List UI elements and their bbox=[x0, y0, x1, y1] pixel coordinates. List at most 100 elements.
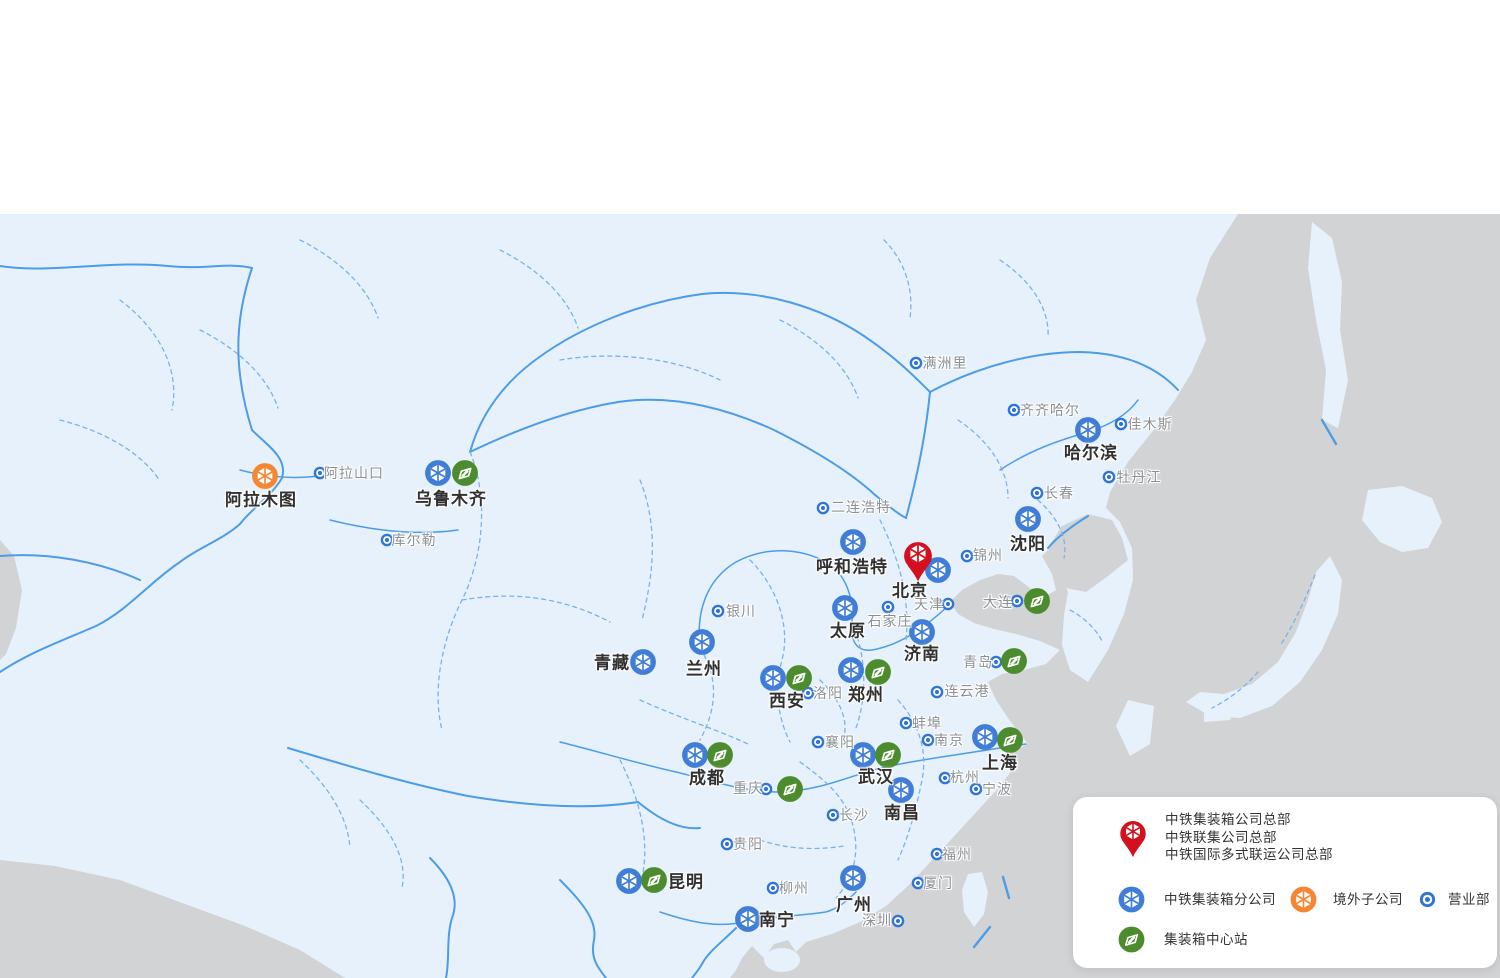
branch-marker bbox=[1075, 417, 1102, 444]
caspian-sea bbox=[0, 540, 22, 660]
branch-company-icon bbox=[1118, 886, 1145, 913]
legend-hq-lines: 中铁集装箱公司总部 中铁联集公司总部 中铁国际多式联运公司总部 bbox=[1165, 813, 1333, 862]
branch-marker bbox=[1015, 506, 1042, 533]
office-marker bbox=[1007, 403, 1021, 417]
city-label: 阿拉木图 bbox=[225, 490, 297, 510]
office-marker bbox=[816, 501, 830, 515]
branch-marker bbox=[840, 865, 867, 892]
city-label: 连云港 bbox=[944, 683, 990, 699]
city-label: 长沙 bbox=[839, 807, 869, 823]
legend-card: 中铁集装箱公司总部 中铁联集公司总部 中铁国际多式联运公司总部 中铁集装箱分公司… bbox=[1073, 797, 1497, 968]
office-marker bbox=[930, 685, 944, 699]
office-marker bbox=[711, 604, 725, 618]
city-label: 青藏 bbox=[594, 653, 630, 673]
city-label: 广州 bbox=[836, 895, 872, 915]
city-label: 南京 bbox=[934, 732, 964, 748]
legend-office-label: 营业部 bbox=[1448, 891, 1490, 907]
page-top-whitespace bbox=[0, 0, 1500, 214]
branch-marker bbox=[972, 724, 999, 751]
office-marker bbox=[930, 847, 944, 861]
city-label: 乌鲁木齐 bbox=[415, 489, 487, 509]
city-label: 南昌 bbox=[884, 803, 920, 823]
city-label: 兰州 bbox=[686, 659, 722, 679]
station-marker bbox=[997, 727, 1024, 754]
office-marker bbox=[801, 686, 815, 700]
city-label: 哈尔滨 bbox=[1064, 443, 1118, 463]
city-label: 太原 bbox=[830, 621, 866, 641]
city-label: 南宁 bbox=[759, 910, 795, 930]
branch-marker bbox=[850, 742, 877, 769]
station-marker bbox=[777, 776, 804, 803]
station-marker bbox=[1001, 648, 1028, 675]
office-marker bbox=[941, 597, 955, 611]
branch-marker bbox=[425, 460, 452, 487]
office-marker bbox=[989, 655, 1003, 669]
station-marker bbox=[786, 665, 813, 692]
branch-marker bbox=[735, 906, 762, 933]
island-taiwan bbox=[962, 872, 988, 927]
office-marker bbox=[1030, 486, 1044, 500]
city-label: 沈阳 bbox=[1010, 534, 1046, 554]
city-label: 天津 bbox=[914, 596, 944, 612]
city-label: 青岛 bbox=[963, 654, 993, 670]
city-label: 柳州 bbox=[779, 880, 809, 896]
office-marker bbox=[938, 771, 952, 785]
city-label: 西安 bbox=[769, 691, 805, 711]
office-marker bbox=[759, 782, 773, 796]
city-label: 牡丹江 bbox=[1116, 469, 1162, 485]
island-sakhalin bbox=[1308, 222, 1348, 428]
hq-marker bbox=[902, 537, 935, 584]
office-marker bbox=[720, 837, 734, 851]
office-marker bbox=[811, 735, 825, 749]
city-label: 蚌埠 bbox=[912, 715, 942, 731]
station-marker bbox=[865, 659, 892, 686]
legend-station-row: 集装箱中心站 bbox=[1118, 926, 1248, 953]
branch-marker bbox=[840, 529, 867, 556]
east-sea bbox=[730, 214, 1500, 978]
city-label: 上海 bbox=[982, 753, 1018, 773]
branch-marker bbox=[689, 629, 716, 656]
island-hainan bbox=[764, 948, 800, 972]
legend-hq-line-3: 中铁国际多式联运公司总部 bbox=[1165, 847, 1333, 862]
city-label: 锦州 bbox=[973, 547, 1003, 563]
city-label: 长春 bbox=[1044, 485, 1074, 501]
office-marker bbox=[960, 549, 974, 563]
city-label: 福州 bbox=[942, 846, 972, 862]
country-borders bbox=[0, 263, 1179, 978]
overseas-marker bbox=[252, 463, 279, 490]
station-marker bbox=[452, 460, 479, 487]
office-marker bbox=[891, 914, 905, 928]
city-label: 贵阳 bbox=[733, 836, 763, 852]
legend-hq-row: 中铁集装箱公司总部 中铁联集公司总部 中铁国际多式联运公司总部 bbox=[1118, 813, 1333, 862]
city-label: 襄阳 bbox=[825, 734, 855, 750]
branch-marker bbox=[682, 742, 709, 769]
office-marker bbox=[969, 782, 983, 796]
city-label: 齐齐哈尔 bbox=[1020, 402, 1080, 418]
station-marker bbox=[641, 867, 668, 894]
legend-hq-line-1: 中铁集装箱公司总部 bbox=[1165, 812, 1291, 827]
nk-region bbox=[1048, 514, 1128, 592]
city-label: 北京 bbox=[892, 581, 928, 601]
city-label: 济南 bbox=[904, 644, 940, 664]
hq-pin-icon bbox=[1118, 816, 1148, 859]
city-label: 重庆 bbox=[733, 780, 763, 796]
station-marker bbox=[707, 742, 734, 769]
city-label: 大连 bbox=[983, 594, 1013, 610]
legend-branch-label: 中铁集装箱分公司 bbox=[1164, 891, 1276, 907]
island-hokkaido bbox=[1362, 486, 1442, 552]
station-marker bbox=[875, 742, 902, 769]
city-label: 二连浩特 bbox=[831, 499, 891, 515]
city-label: 深圳 bbox=[862, 912, 892, 928]
island-shikoku bbox=[1204, 706, 1236, 722]
office-marker bbox=[921, 733, 935, 747]
office-marker bbox=[766, 881, 780, 895]
branch-marker bbox=[832, 595, 859, 622]
office-marker bbox=[380, 533, 394, 547]
city-label: 库尔勒 bbox=[391, 532, 437, 548]
office-marker bbox=[1010, 594, 1024, 608]
business-office-icon bbox=[1419, 891, 1436, 908]
branch-marker bbox=[760, 665, 787, 692]
office-marker bbox=[899, 716, 913, 730]
